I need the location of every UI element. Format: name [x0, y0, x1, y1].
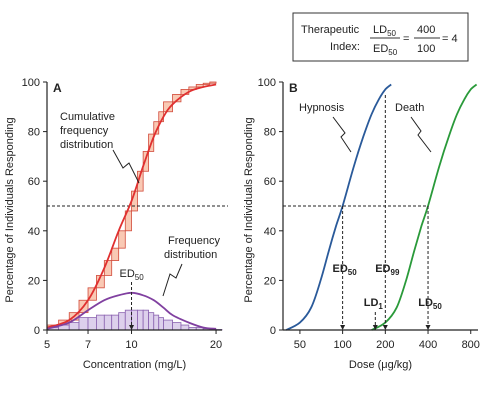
ed99-label: ED99: [375, 263, 400, 277]
frequency-curve: [46, 291, 217, 330]
ld1-label: LD1: [364, 297, 384, 311]
frequency-label: Frequency: [168, 235, 220, 247]
a-x-tick-label: 10: [125, 339, 137, 351]
b-y-tick-label: 100: [258, 77, 276, 89]
therapeutic-index-box: Therapeutic Index: LD50 ED50 = 400 100 =…: [292, 12, 469, 62]
ti-eq: =: [403, 33, 409, 45]
frequency-bar: [163, 319, 173, 331]
ed50-arrow-b-head: [340, 325, 346, 330]
a-x-tick-label: 20: [210, 339, 222, 351]
frequency-bar: [103, 314, 113, 331]
ed99-arrow-head: [382, 325, 388, 330]
frequency-bar: [142, 309, 149, 331]
b-x-tick-label: 200: [376, 339, 394, 351]
a-y-tick-label: 40: [28, 226, 40, 238]
b-panel-letter: B: [289, 81, 298, 95]
frequency-bar: [137, 309, 144, 331]
b-x-tick-label: 50: [294, 339, 306, 351]
b-y-tick-label: 80: [264, 127, 276, 139]
ti-result: = 4: [442, 33, 458, 45]
cumulative-pointer: [112, 149, 140, 184]
ed50-label-a: ED50: [120, 268, 145, 282]
a-x-axis-title: Concentration (mg/L): [83, 359, 186, 371]
death-label: Death: [395, 102, 424, 114]
cumulative-curve: [46, 83, 217, 329]
b-y-tick-label: 20: [264, 275, 276, 287]
ld1-arrow-head: [372, 325, 378, 330]
ti-label-line2: Index:: [330, 41, 360, 53]
panel-b: 0 20 40 60 80 100 50 100 200 400 800 Dose (μg/kg) B E…: [258, 77, 480, 371]
a-y-tick-label: 0: [34, 325, 40, 337]
ed50-arrow-a-head: [129, 325, 135, 330]
b-y-tick-label: 0: [270, 325, 276, 337]
cumulative-bar: [142, 151, 149, 172]
a-panel-letter: A: [53, 81, 62, 95]
a-y-tick-label: 80: [28, 127, 40, 139]
b-x-tick-label: 400: [419, 339, 437, 351]
ld50-label: LD50: [418, 297, 442, 311]
b-x-axis-title: Dose (μg/kg): [349, 359, 412, 371]
ti-num-value: 400: [417, 24, 435, 36]
b-x-tick-label: 800: [462, 339, 480, 351]
y-axis-label-a: Percentage of Individuals Responding: [4, 117, 16, 302]
frequency-label: distribution: [164, 249, 217, 261]
a-y-tick-label: 20: [28, 275, 40, 287]
frequency-bar: [153, 314, 160, 331]
a-y-tick-label: 60: [28, 176, 40, 188]
frequency-bar: [148, 312, 155, 331]
ld50-arrow-head: [425, 325, 431, 330]
cumulative-label: distribution: [60, 139, 113, 151]
a-y-tick-label: 100: [22, 77, 40, 89]
death-pointer: [410, 116, 432, 153]
y-axis-label-b: Percentage of Individuals Responding: [243, 117, 255, 302]
a-x-tick-label: 5: [44, 339, 50, 351]
cumulative-bar: [103, 260, 113, 276]
frequency-bar: [111, 314, 120, 331]
frequency-bar: [78, 317, 89, 331]
cumulative-bar: [118, 230, 126, 249]
cumulative-bar: [209, 81, 217, 84]
frequency-bar: [158, 317, 164, 331]
ti-label-line1: Therapeutic: [301, 24, 360, 36]
panel-a: 0 20 40 60 80 100 5 7 10 20 Concentration (mg/L) A E…: [22, 77, 228, 371]
hypnosis-label: Hypnosis: [299, 102, 345, 114]
ti-num-symbol: LD50: [373, 24, 397, 38]
frequency-bar: [87, 317, 97, 331]
cumulative-label: Cumulative: [60, 111, 115, 123]
frequency-bar: [180, 324, 190, 331]
b-x-tick-label: 100: [333, 339, 351, 351]
ti-den-value: 100: [417, 43, 435, 55]
ed50-label-b: ED50: [333, 263, 358, 277]
cumulative-bar: [111, 247, 120, 261]
frequency-pointer: [162, 263, 183, 297]
cumulative-bar: [202, 82, 211, 85]
hypnosis-pointer: [332, 116, 352, 153]
a-x-tick-label: 7: [85, 339, 91, 351]
frequency-bar: [118, 312, 126, 331]
death-curve: [371, 83, 478, 331]
ti-den-symbol: ED50: [373, 43, 398, 57]
frequency-bar: [68, 322, 80, 331]
b-y-tick-label: 60: [264, 176, 276, 188]
b-y-tick-label: 40: [264, 226, 276, 238]
frequency-bar: [172, 322, 182, 331]
cumulative-label: frequency: [60, 125, 109, 137]
cumulative-bar: [124, 210, 132, 232]
frequency-bar: [96, 314, 105, 331]
cumulative-bar: [153, 121, 160, 135]
cumulative-bar: [163, 101, 173, 113]
hypnosis-curve: [285, 83, 392, 331]
